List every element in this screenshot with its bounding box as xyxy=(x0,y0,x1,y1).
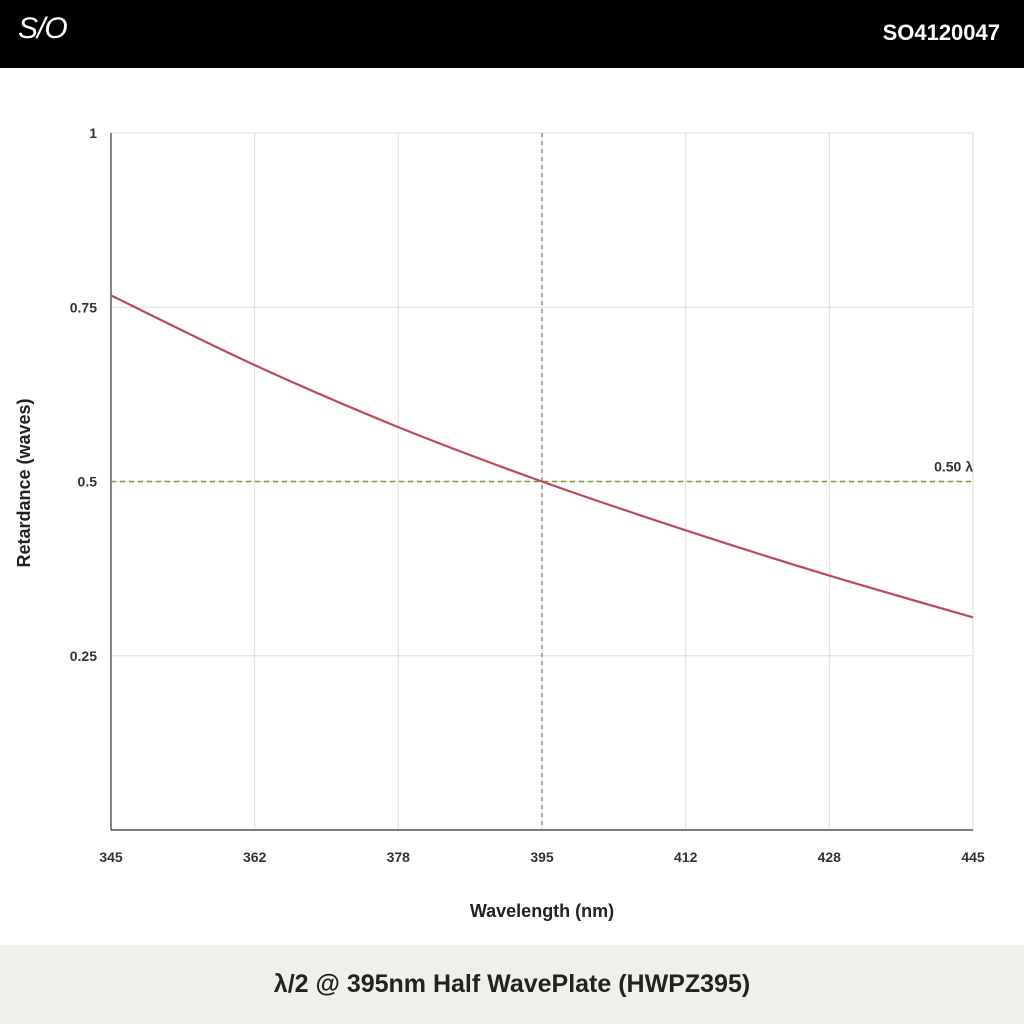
reference-lines: 0.50 λ xyxy=(111,133,973,830)
x-tick-label-4: 412 xyxy=(674,849,698,865)
x-tick-label-5: 428 xyxy=(818,849,842,865)
x-tick-label-3: 395 xyxy=(530,849,554,865)
series-layer xyxy=(110,294,974,619)
retardance-chart: 0.50 λ 345 362 378 395 412 428 445 0.25 0.5 0.75 1… xyxy=(14,125,985,921)
product-title: λ/2 @ 395nm Half WavePlate (HWPZ395) xyxy=(273,970,751,998)
reference-line-label: 0.50 λ xyxy=(934,459,973,475)
y-axis-label: Retardance (waves) xyxy=(14,398,34,567)
x-tick-label-1: 362 xyxy=(243,849,267,865)
x-tick-label-2: 378 xyxy=(387,849,411,865)
company-logo: S/O xyxy=(18,12,68,45)
y-tick-label-0: 0.25 xyxy=(70,648,97,664)
tick-labels: 345 362 378 395 412 428 445 0.25 0.5 0.75 1 xyxy=(70,125,985,865)
y-tick-label-1: 0.5 xyxy=(78,474,98,490)
x-axis-label: Wavelength (nm) xyxy=(470,901,614,921)
x-tick-label-0: 345 xyxy=(99,849,123,865)
series-line-0 xyxy=(110,294,974,619)
header-bar: S/O SO4120047 xyxy=(0,0,1024,68)
chart-area: 0.50 λ 345 362 378 395 412 428 445 0.25 0.5 0.75 1… xyxy=(0,68,1024,945)
y-tick-label-2: 0.75 xyxy=(70,299,97,315)
y-tick-label-3: 1 xyxy=(89,125,97,141)
part-number: SO4120047 xyxy=(882,20,1000,45)
x-tick-label-6: 445 xyxy=(961,849,985,865)
footer-bar: λ/2 @ 395nm Half WavePlate (HWPZ395) xyxy=(0,945,1024,1024)
